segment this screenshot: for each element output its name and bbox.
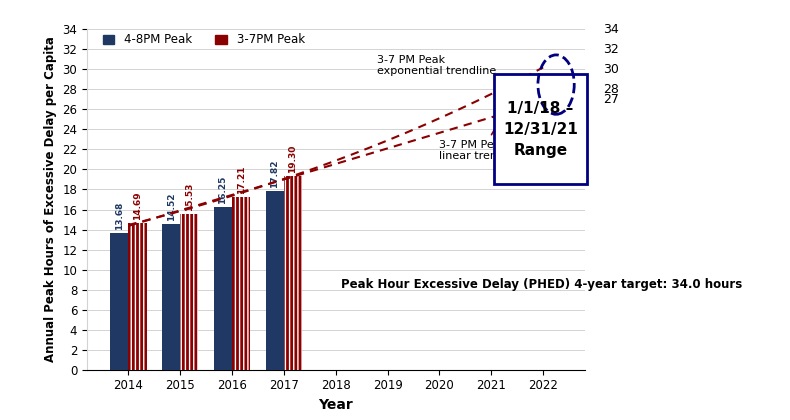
Bar xyxy=(265,191,284,370)
Text: 28: 28 xyxy=(603,83,619,96)
Text: Peak Hour Excessive Delay (PHED) 4-year target: 34.0 hours: Peak Hour Excessive Delay (PHED) 4-year … xyxy=(341,278,742,291)
Y-axis label: Annual Peak Hours of Excessive Delay per Capita: Annual Peak Hours of Excessive Delay per… xyxy=(43,37,57,362)
Bar xyxy=(232,197,250,370)
Text: 30: 30 xyxy=(603,63,619,76)
Bar xyxy=(232,197,250,370)
Bar xyxy=(128,223,146,370)
Text: 17.21: 17.21 xyxy=(237,166,246,194)
Text: 17.82: 17.82 xyxy=(270,160,280,188)
X-axis label: Year: Year xyxy=(318,398,353,412)
Text: 27: 27 xyxy=(603,93,619,106)
Bar xyxy=(180,214,198,370)
Text: 16.25: 16.25 xyxy=(219,176,228,204)
Text: 3-7 PM Peak
exponential trendline: 3-7 PM Peak exponential trendline xyxy=(377,55,513,81)
Text: 13.68: 13.68 xyxy=(115,201,124,230)
Bar xyxy=(180,214,198,370)
Bar xyxy=(111,233,128,370)
Bar xyxy=(214,207,232,370)
Text: 34: 34 xyxy=(603,23,619,36)
Text: 14.69: 14.69 xyxy=(133,191,142,220)
Bar xyxy=(162,224,180,370)
Text: 32: 32 xyxy=(603,43,619,56)
Bar xyxy=(284,176,302,370)
Bar xyxy=(284,176,302,370)
Text: 14.52: 14.52 xyxy=(167,193,175,221)
Legend: 4-8PM Peak, 3-7PM Peak: 4-8PM Peak, 3-7PM Peak xyxy=(98,29,310,51)
Text: 1/1/18 –
12/31/21
Range: 1/1/18 – 12/31/21 Range xyxy=(503,101,578,158)
FancyBboxPatch shape xyxy=(494,74,587,184)
Text: 3-7 PM Peak
linear trendline: 3-7 PM Peak linear trendline xyxy=(439,121,525,161)
Text: 19.30: 19.30 xyxy=(288,145,298,173)
Bar xyxy=(128,223,146,370)
Text: 15.53: 15.53 xyxy=(185,183,194,211)
